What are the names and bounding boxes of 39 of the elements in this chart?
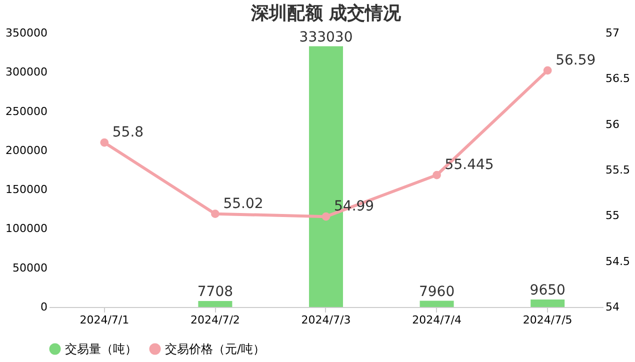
y-tick-label: 200000 bbox=[6, 144, 48, 157]
x-tick-label: 2024/7/1 bbox=[80, 314, 130, 326]
y-tick-label: 50000 bbox=[12, 261, 48, 274]
y-tick-label: 350000 bbox=[6, 26, 48, 40]
x-tick-label: 2024/7/5 bbox=[522, 314, 572, 326]
legend-label: 交易量（吨） bbox=[65, 342, 137, 356]
data-label: 7960 bbox=[418, 284, 455, 300]
y-tick-label: 300000 bbox=[6, 66, 48, 79]
legend-label: 交易价格（元/吨） bbox=[165, 342, 266, 356]
y2-tick-label: 57 bbox=[606, 26, 620, 40]
data-label: 9650 bbox=[530, 282, 566, 298]
y-tick-label: 150000 bbox=[6, 183, 48, 196]
point bbox=[100, 138, 109, 147]
y2-tick-label: 56 bbox=[606, 118, 620, 131]
bar bbox=[420, 300, 454, 307]
data-label: 55.8 bbox=[112, 124, 144, 141]
y2-tick-label: 56.5 bbox=[606, 72, 630, 86]
x-tick-label: 2024/7/3 bbox=[301, 314, 351, 326]
y2-tick-label: 55 bbox=[606, 209, 620, 222]
data-label: 55.02 bbox=[223, 196, 264, 212]
chart-title: 深圳配额 成交情况 bbox=[250, 3, 402, 24]
data-label: 7708 bbox=[197, 284, 234, 300]
x-tick-label: 2024/7/2 bbox=[190, 314, 240, 326]
x-tick-label: 2024/7/4 bbox=[412, 314, 462, 326]
bar bbox=[198, 300, 232, 307]
y2-tick-label: 55.5 bbox=[606, 164, 630, 176]
y-tick-label: 250000 bbox=[6, 104, 48, 118]
bar bbox=[530, 299, 565, 307]
data-label: 56.59 bbox=[556, 52, 596, 68]
data-label: 55.445 bbox=[444, 157, 494, 174]
point bbox=[211, 210, 220, 218]
y-tick-label: 0 bbox=[40, 300, 48, 314]
y2-tick-label: 54 bbox=[606, 300, 620, 314]
y2-tick-label: 54.5 bbox=[606, 254, 630, 268]
point bbox=[322, 212, 330, 221]
point bbox=[543, 66, 552, 75]
point bbox=[432, 170, 441, 180]
y-tick-label: 100000 bbox=[6, 222, 48, 236]
data-label: 333030 bbox=[299, 29, 353, 46]
